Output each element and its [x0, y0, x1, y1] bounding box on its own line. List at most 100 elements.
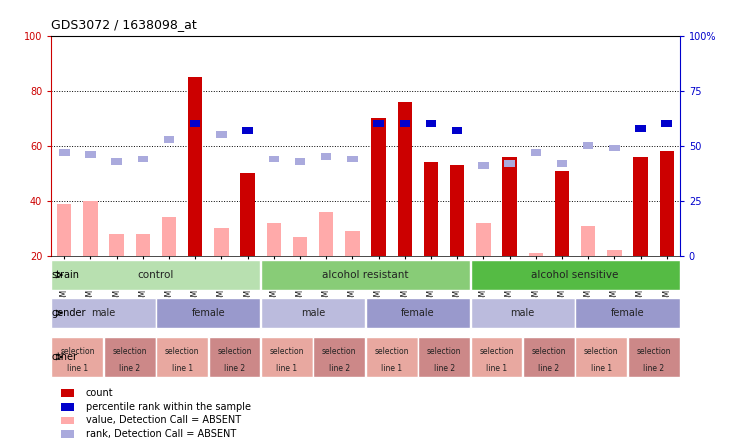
Text: percentile rank within the sample: percentile rank within the sample	[86, 402, 251, 412]
Bar	[607, 250, 621, 256]
Bar	[452, 127, 463, 134]
Bar	[555, 170, 569, 256]
Bar	[261, 260, 470, 290]
Bar	[366, 337, 417, 377]
Bar	[321, 153, 331, 160]
Bar	[575, 298, 680, 328]
Bar	[400, 120, 410, 127]
Text: line 1: line 1	[486, 364, 507, 373]
Text: female: female	[610, 308, 644, 318]
Text: GDS3072 / 1638098_at: GDS3072 / 1638098_at	[51, 18, 197, 31]
Bar	[57, 204, 72, 256]
Bar	[295, 158, 306, 165]
Text: strain: strain	[52, 270, 80, 280]
Text: selection: selection	[60, 346, 94, 356]
Bar	[214, 229, 229, 256]
Bar	[662, 120, 672, 127]
Text: line 1: line 1	[67, 364, 88, 373]
Bar	[216, 131, 227, 138]
Bar	[523, 337, 575, 377]
Bar	[345, 231, 360, 256]
Bar	[450, 165, 464, 256]
Bar	[61, 403, 75, 411]
Text: other: other	[52, 352, 77, 362]
Bar	[476, 223, 491, 256]
Text: line 1: line 1	[172, 364, 193, 373]
Text: selection: selection	[322, 346, 357, 356]
Bar	[478, 162, 488, 169]
Bar	[575, 337, 627, 377]
Bar	[83, 201, 98, 256]
Text: male: male	[91, 308, 115, 318]
Text: alcohol sensitive: alcohol sensitive	[531, 270, 618, 280]
Text: selection: selection	[427, 346, 461, 356]
Bar	[583, 143, 594, 149]
Text: rank, Detection Call = ABSENT: rank, Detection Call = ABSENT	[86, 429, 236, 439]
Bar	[51, 298, 156, 328]
Bar	[190, 120, 200, 127]
Bar	[51, 337, 103, 377]
Bar	[371, 118, 386, 256]
Bar	[659, 151, 674, 256]
Bar	[208, 337, 260, 377]
Text: line 2: line 2	[224, 364, 245, 373]
Bar	[502, 157, 517, 256]
Bar	[319, 212, 333, 256]
Text: value, Detection Call = ABSENT: value, Detection Call = ABSENT	[86, 416, 241, 425]
Bar	[471, 298, 575, 328]
Bar	[628, 337, 680, 377]
Bar	[240, 173, 255, 256]
Text: control: control	[137, 270, 174, 280]
Text: gender: gender	[52, 308, 86, 318]
Bar	[268, 155, 279, 163]
Bar	[162, 218, 176, 256]
Bar	[110, 234, 124, 256]
Text: line 1: line 1	[591, 364, 612, 373]
Bar	[111, 158, 122, 165]
Bar	[424, 163, 438, 256]
Bar	[504, 160, 515, 167]
Text: line 2: line 2	[538, 364, 559, 373]
Bar	[471, 260, 680, 290]
Text: line 1: line 1	[381, 364, 402, 373]
Bar	[635, 125, 645, 131]
Bar	[609, 144, 620, 151]
Bar	[86, 151, 96, 158]
Bar	[347, 155, 357, 163]
Bar	[156, 298, 260, 328]
Bar	[51, 260, 260, 290]
Bar	[243, 127, 253, 134]
Bar	[529, 253, 543, 256]
Bar	[267, 223, 281, 256]
Text: selection: selection	[584, 346, 618, 356]
Bar	[531, 149, 541, 156]
Text: selection: selection	[270, 346, 304, 356]
Bar	[164, 136, 174, 143]
Bar	[374, 120, 384, 127]
Text: count: count	[86, 388, 113, 398]
Text: selection: selection	[531, 346, 566, 356]
Text: selection: selection	[113, 346, 147, 356]
Bar	[398, 102, 412, 256]
Bar	[261, 337, 313, 377]
Text: line 2: line 2	[119, 364, 140, 373]
Text: line 2: line 2	[643, 364, 664, 373]
Bar	[261, 298, 366, 328]
Bar	[137, 155, 148, 163]
Bar	[633, 157, 648, 256]
Text: male: male	[510, 308, 535, 318]
Bar	[136, 234, 150, 256]
Bar	[104, 337, 156, 377]
Text: selection: selection	[374, 346, 409, 356]
Bar	[418, 337, 470, 377]
Text: alcohol resistant: alcohol resistant	[322, 270, 409, 280]
Text: male: male	[301, 308, 325, 318]
Text: selection: selection	[637, 346, 671, 356]
Bar	[581, 226, 595, 256]
Bar	[293, 237, 307, 256]
Bar	[425, 120, 436, 127]
Bar	[61, 430, 75, 438]
Text: line 2: line 2	[433, 364, 455, 373]
Text: line 1: line 1	[276, 364, 298, 373]
Bar	[59, 149, 69, 156]
